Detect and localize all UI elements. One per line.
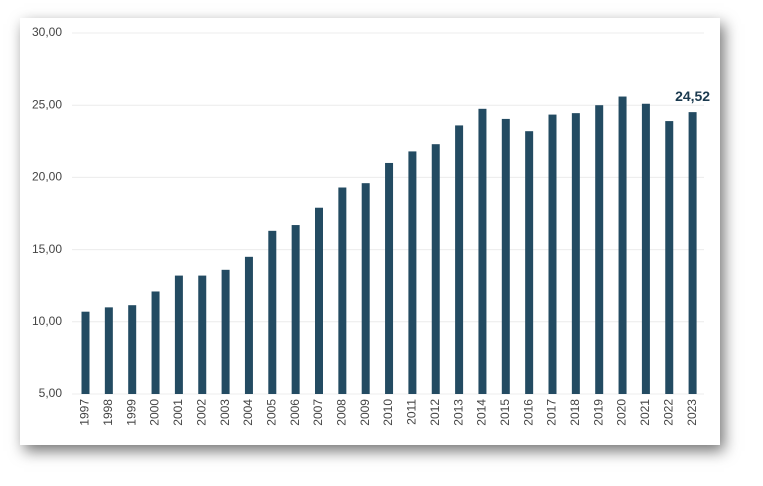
y-tick-label: 10,00 [32, 314, 62, 328]
bar [431, 144, 440, 394]
bar [618, 96, 627, 394]
y-tick-label: 15,00 [32, 242, 62, 256]
x-tick-label: 1998 [101, 399, 115, 426]
x-tick-label: 2016 [521, 399, 535, 426]
bar [408, 151, 417, 394]
x-tick-label: 2019 [591, 399, 605, 426]
bar [104, 307, 113, 394]
x-tick-label: 2012 [428, 399, 442, 426]
x-tick-label: 2005 [264, 399, 278, 426]
bar [315, 207, 323, 394]
x-tick-label: 2017 [545, 399, 559, 426]
bar [385, 162, 394, 394]
x-tick-label: 2021 [638, 399, 652, 426]
bar [548, 114, 557, 394]
x-tick-label: 1999 [124, 399, 138, 426]
bar [688, 112, 697, 395]
x-tick-label: 2009 [358, 399, 372, 426]
x-tick-label: 2015 [498, 399, 512, 426]
bar [268, 230, 277, 394]
bar [525, 131, 534, 394]
x-tick-label: 2018 [568, 399, 582, 426]
bar [595, 105, 604, 394]
y-tick-label: 25,00 [32, 97, 62, 111]
bar [81, 311, 90, 394]
y-tick-label: 20,00 [32, 170, 62, 184]
y-tick-label: 5,00 [39, 386, 63, 400]
y-tick-label: 30,00 [32, 25, 62, 39]
x-tick-label: 2010 [381, 399, 395, 426]
bar [338, 187, 347, 394]
value-label: 24,52 [675, 88, 710, 104]
bar [244, 256, 253, 394]
x-tick-label: 2004 [241, 399, 255, 426]
bar [478, 108, 487, 394]
bar [361, 183, 370, 394]
x-tick-label: 2006 [288, 399, 302, 426]
bar [198, 275, 207, 394]
x-tick-label: 2008 [335, 399, 349, 426]
bar [128, 305, 137, 394]
x-tick-label: 2000 [148, 399, 162, 426]
bar [501, 118, 510, 394]
x-tick-label: 2020 [615, 399, 629, 426]
x-tick-label: 2002 [194, 399, 208, 426]
bar [665, 121, 674, 395]
bar [291, 225, 300, 394]
x-tick-label: 2023 [685, 399, 699, 426]
bar [174, 275, 183, 394]
x-tick-label: 2007 [311, 399, 325, 426]
bar [571, 113, 580, 394]
x-tick-label: 2001 [171, 399, 185, 426]
x-tick-label: 1997 [78, 399, 92, 426]
x-tick-label: 2011 [405, 399, 419, 425]
x-tick-label: 2003 [218, 399, 232, 426]
bar [641, 103, 650, 395]
x-tick-label: 2014 [475, 399, 489, 426]
bar [151, 291, 160, 394]
chart-card [20, 18, 720, 445]
x-tick-label: 2013 [451, 399, 465, 426]
x-tick-label: 2022 [661, 399, 675, 426]
bar [221, 269, 230, 394]
bar [455, 125, 464, 394]
